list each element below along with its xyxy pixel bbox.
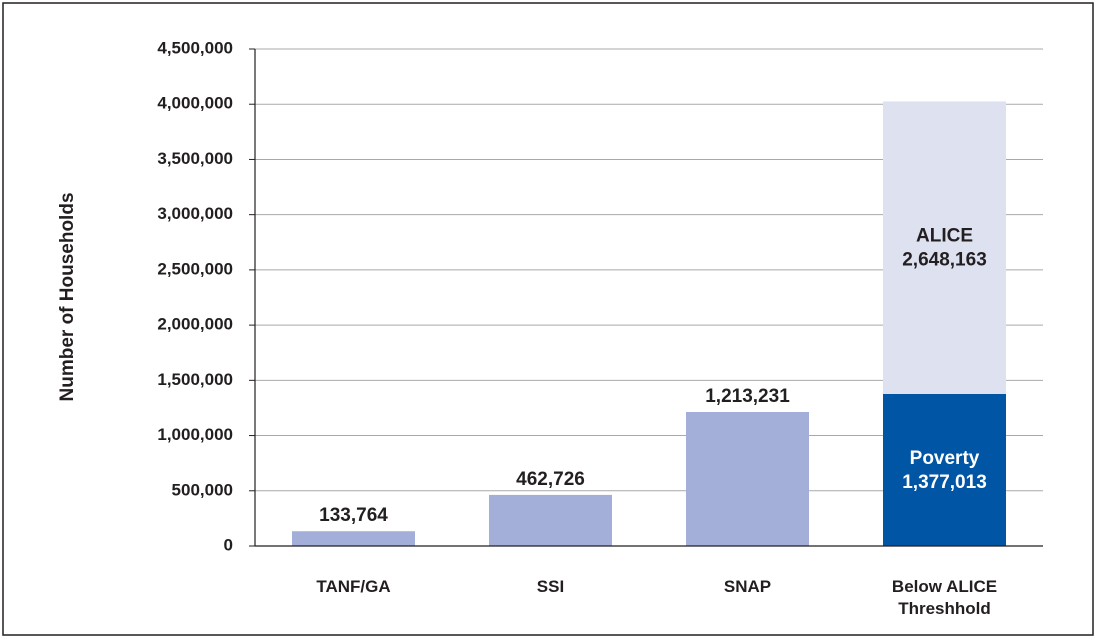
y-tick-label: 0 [224,535,233,554]
value-label: 462,726 [516,469,585,490]
value-label: 1,213,231 [705,386,790,407]
value-label: 133,764 [319,505,388,526]
bar-segment [686,412,809,546]
bar-segment [883,393,1006,546]
x-tick-label: Below ALICE Threshhold [891,577,998,618]
bar-segment [489,494,612,546]
segment-name: Poverty [910,448,980,469]
bar-segment [883,101,1006,394]
y-tick-label: 4,500,000 [157,38,233,57]
y-tick-label: 500,000 [172,480,233,499]
segment-name: ALICE [916,226,973,247]
y-axis-title: Number of Households [57,192,78,401]
y-tick-label: 2,000,000 [157,315,233,334]
x-tick-label: TANF/GA [316,577,391,596]
value-label: 2,648,163 [902,250,987,271]
x-tick-label: SNAP [723,577,772,596]
y-tick-label: 2,500,000 [157,259,233,278]
x-tick-label: SSI [536,577,565,596]
value-label: 1,377,013 [902,472,987,493]
y-tick-label: 3,500,000 [157,149,233,168]
y-tick-label: 1,000,000 [157,425,233,444]
y-tick-label: 3,000,000 [157,204,233,223]
bar-segment [292,531,415,546]
y-tick-label: 4,000,000 [157,94,233,113]
y-tick-label: 1,500,000 [157,370,233,389]
